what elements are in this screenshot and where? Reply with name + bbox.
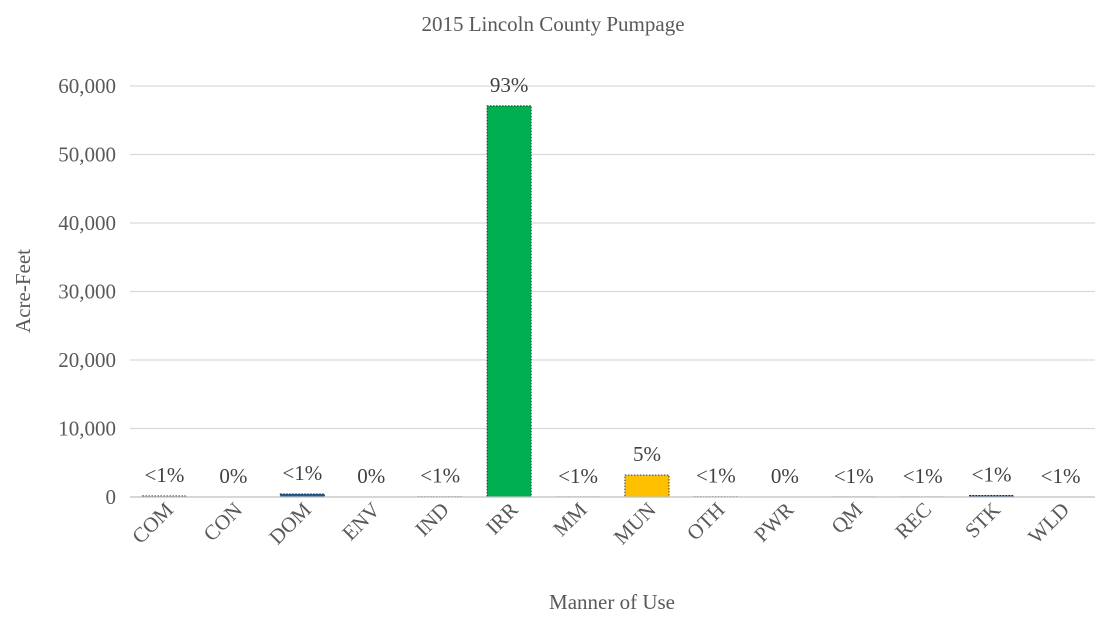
x-axis-title: Manner of Use	[549, 590, 675, 614]
data-label-com: <1%	[145, 463, 185, 487]
chart-title: 2015 Lincoln County Pumpage	[421, 12, 684, 36]
y-tick-label: 20,000	[58, 348, 116, 372]
category-label-oth: OTH	[682, 498, 729, 545]
data-label-irr: 93%	[490, 73, 529, 97]
y-tick-label: 50,000	[58, 143, 116, 167]
category-label-con: CON	[199, 498, 247, 546]
data-label-ind: <1%	[420, 464, 460, 488]
data-label-stk: <1%	[972, 462, 1012, 486]
gridlines	[130, 85, 1095, 430]
data-label-con: 0%	[219, 464, 247, 488]
data-label-rec: <1%	[903, 464, 943, 488]
data-label-pwr: 0%	[771, 464, 799, 488]
y-tick-label: 40,000	[58, 211, 116, 235]
bars	[141, 105, 1084, 498]
y-tick-label: 30,000	[58, 280, 116, 304]
y-tick-label: 10,000	[58, 417, 116, 441]
data-labels: <1% 0% <1% 0% <1% 93% <1% 5% <1% 0% <1% <1% <1% <1%	[145, 73, 1081, 488]
category-label-qm: QM	[826, 497, 867, 538]
category-label-mm: MM	[548, 497, 592, 541]
data-label-mm: <1%	[558, 464, 598, 488]
category-label-irr: IRR	[481, 498, 523, 540]
y-tick-label: 0	[106, 485, 117, 509]
bar-mun	[624, 474, 670, 498]
data-label-qm: <1%	[834, 464, 874, 488]
category-label-dom: DOM	[264, 497, 316, 549]
bar-irr	[486, 105, 532, 498]
y-axis-title: Acre-Feet	[11, 249, 35, 333]
y-tick-label: 60,000	[58, 74, 116, 98]
x-axis-categories: COM CON DOM ENV IND IRR MM MUN OTH PWR QM REC STK WLD	[127, 497, 1074, 549]
data-label-wld: <1%	[1041, 464, 1081, 488]
category-label-rec: REC	[890, 498, 936, 544]
data-label-mun: 5%	[633, 442, 661, 466]
data-label-dom: <1%	[282, 461, 322, 485]
data-label-oth: <1%	[696, 464, 736, 488]
data-label-env: 0%	[357, 464, 385, 488]
category-label-pwr: PWR	[749, 498, 798, 547]
bar-stk	[969, 495, 1015, 498]
category-label-com: COM	[127, 497, 178, 548]
category-label-mun: MUN	[609, 498, 661, 550]
category-label-ind: IND	[410, 498, 453, 541]
category-label-wld: WLD	[1023, 498, 1074, 549]
category-label-env: ENV	[337, 498, 384, 545]
y-axis-ticks: 0 10,000 20,000 30,000 40,000 50,000 60,000	[58, 74, 116, 509]
category-label-stk: STK	[960, 498, 1005, 543]
